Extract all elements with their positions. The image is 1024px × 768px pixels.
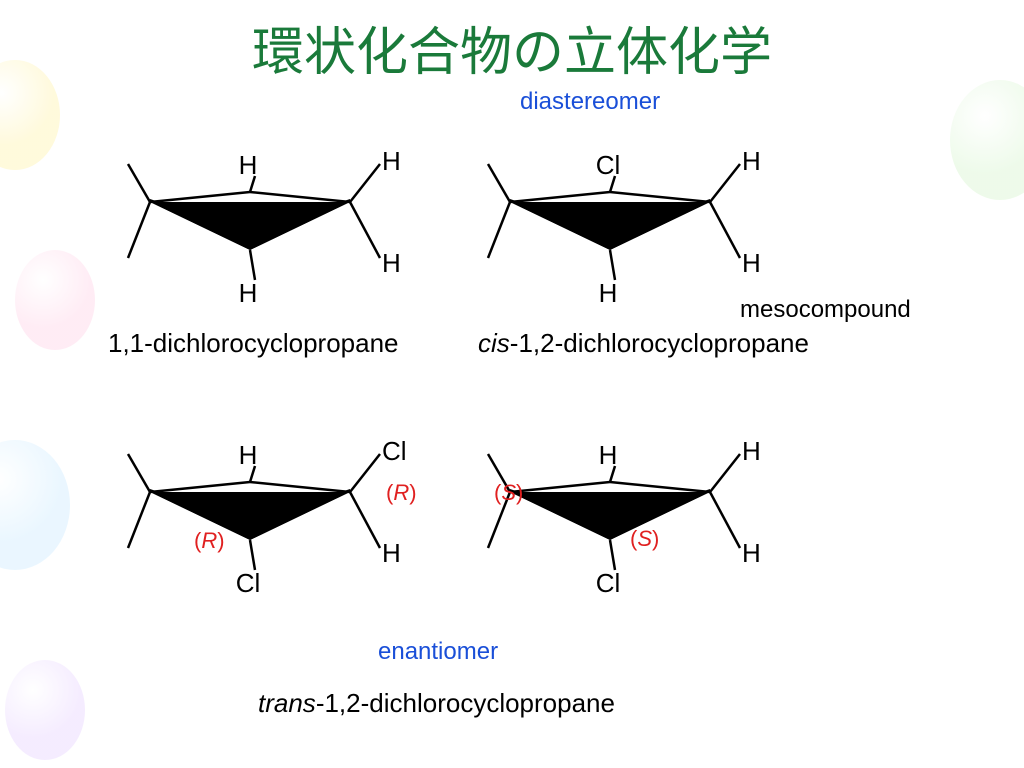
mol-cis: ClHHHClH — [480, 140, 780, 330]
page-title: 環状化合物の立体化学 — [0, 10, 1024, 85]
stereo-label: (S) — [494, 480, 523, 505]
mol-trans-r: HHClHHCl(R)(R) — [120, 430, 450, 620]
trans-rest: -1,2-dichlorocyclopropane — [316, 688, 615, 718]
atom-label: H — [239, 278, 258, 308]
stereo-label: (R) — [194, 528, 225, 553]
atom-label: H — [239, 440, 258, 470]
atom-label: H — [742, 436, 761, 466]
cis-rest: -1,2-dichlorocyclopropane — [510, 328, 809, 358]
stereo-label: (S) — [630, 526, 659, 551]
atom-label: Cl — [596, 150, 621, 180]
cis-prefix: cis — [478, 328, 510, 358]
atom-label: H — [599, 278, 618, 308]
atom-label: Cl — [382, 436, 407, 466]
atom-label: H — [742, 146, 761, 176]
diastereomer-label: diastereomer — [520, 88, 660, 116]
enantiomer-label: enantiomer — [378, 638, 498, 666]
balloon-decoration — [15, 250, 95, 350]
balloon-decoration — [5, 660, 85, 760]
atom-label: H — [742, 248, 761, 278]
name-11: 1,1-dichlorocyclopropane — [108, 328, 399, 359]
atom-label: Cl — [596, 568, 621, 598]
atom-label: H — [599, 440, 618, 470]
atom-label: H — [382, 538, 401, 568]
atom-label: H — [239, 150, 258, 180]
name-cis: cis-1,2-dichlorocyclopropane — [478, 328, 809, 359]
name-trans: trans-1,2-dichlorocyclopropane — [258, 688, 615, 719]
balloon-decoration — [0, 440, 70, 570]
mol-1-1: ClClHHHH — [120, 140, 420, 330]
mol-trans-s: ClHHHHCl(S)(S) — [480, 430, 810, 620]
atom-label: H — [382, 146, 401, 176]
stereo-label: (R) — [386, 480, 417, 505]
atom-label: H — [382, 248, 401, 278]
trans-prefix: trans — [258, 688, 316, 718]
atom-label: H — [742, 538, 761, 568]
atom-label: Cl — [236, 568, 261, 598]
balloon-decoration — [950, 80, 1024, 200]
